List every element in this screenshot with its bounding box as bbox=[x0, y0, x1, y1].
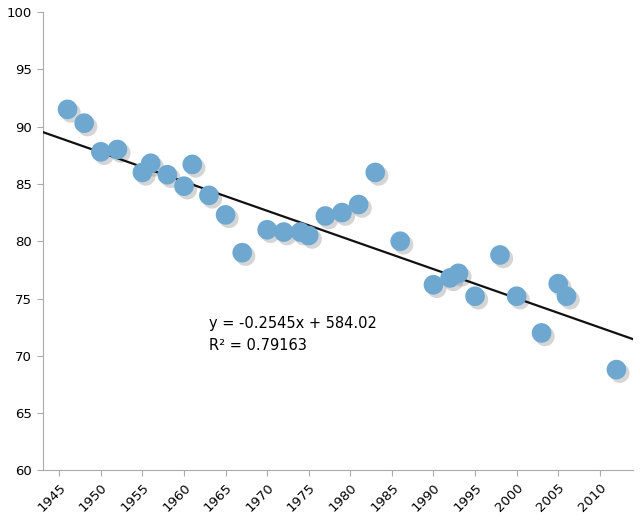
Point bbox=[162, 170, 172, 179]
Point bbox=[353, 201, 364, 209]
Point bbox=[498, 254, 508, 263]
Point bbox=[299, 231, 309, 240]
Point bbox=[149, 163, 159, 171]
Text: y = -0.2545x + 584.02
R² = 0.79163: y = -0.2545x + 584.02 R² = 0.79163 bbox=[209, 316, 377, 353]
Point bbox=[515, 295, 525, 304]
Point bbox=[399, 241, 409, 249]
Point bbox=[340, 212, 351, 220]
Point bbox=[96, 147, 106, 156]
Point bbox=[395, 237, 405, 245]
Point bbox=[540, 332, 550, 341]
Point bbox=[370, 168, 380, 177]
Point bbox=[182, 185, 193, 194]
Point bbox=[282, 231, 292, 240]
Point bbox=[324, 215, 334, 224]
Point bbox=[224, 214, 234, 222]
Point bbox=[556, 283, 566, 291]
Point bbox=[278, 228, 289, 236]
Point bbox=[511, 292, 522, 301]
Point bbox=[536, 329, 547, 337]
Point bbox=[99, 151, 109, 159]
Point bbox=[445, 274, 455, 282]
Point bbox=[357, 204, 367, 212]
Point bbox=[113, 145, 123, 154]
Point bbox=[320, 212, 330, 220]
Point bbox=[470, 292, 480, 301]
Point bbox=[204, 191, 214, 200]
Point bbox=[553, 279, 563, 288]
Point bbox=[431, 284, 442, 292]
Point bbox=[337, 208, 347, 217]
Point bbox=[614, 369, 625, 377]
Point bbox=[241, 252, 251, 260]
Point bbox=[564, 295, 575, 304]
Point bbox=[207, 195, 218, 203]
Point bbox=[453, 269, 463, 278]
Point bbox=[448, 277, 458, 286]
Point bbox=[237, 249, 247, 257]
Point bbox=[295, 228, 305, 236]
Point bbox=[141, 172, 151, 180]
Point bbox=[303, 231, 314, 240]
Point bbox=[266, 229, 276, 238]
Point bbox=[66, 109, 76, 117]
Point bbox=[374, 172, 384, 180]
Point bbox=[611, 365, 621, 374]
Point bbox=[116, 149, 126, 157]
Point bbox=[495, 251, 505, 259]
Point bbox=[561, 292, 572, 301]
Point bbox=[138, 168, 148, 177]
Point bbox=[262, 226, 272, 234]
Point bbox=[220, 210, 230, 219]
Point bbox=[179, 182, 189, 190]
Point bbox=[187, 160, 197, 169]
Point bbox=[166, 174, 176, 182]
Point bbox=[63, 105, 73, 114]
Point bbox=[83, 122, 93, 131]
Point bbox=[473, 295, 483, 304]
Point bbox=[428, 281, 438, 289]
Point bbox=[456, 272, 467, 281]
Point bbox=[307, 235, 317, 243]
Point bbox=[146, 159, 156, 167]
Point bbox=[79, 119, 90, 127]
Point bbox=[191, 164, 201, 172]
